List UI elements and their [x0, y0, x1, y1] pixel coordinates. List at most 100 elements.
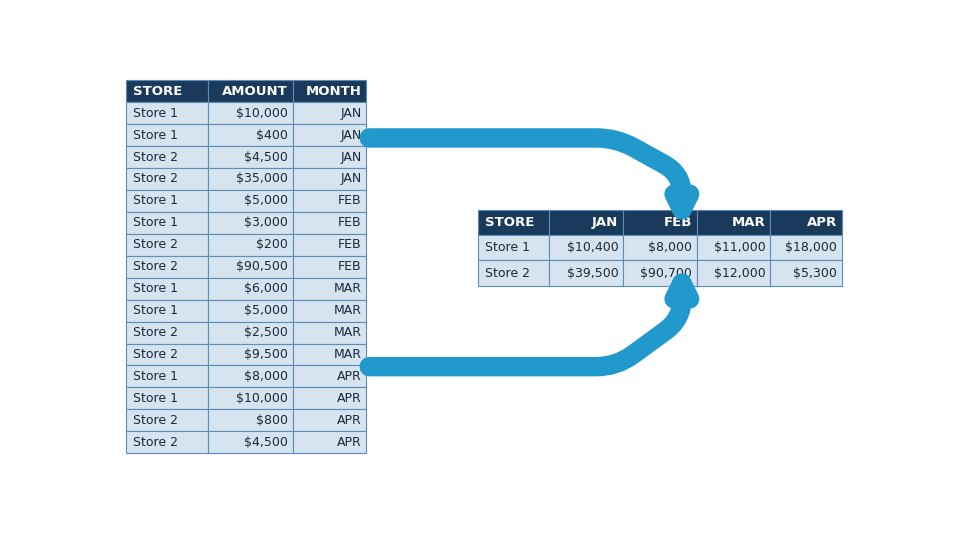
Text: APR: APR: [806, 216, 837, 229]
Bar: [126, 102, 207, 124]
Text: Store 1: Store 1: [133, 282, 179, 295]
Bar: [207, 234, 293, 256]
Text: $5,300: $5,300: [793, 267, 837, 280]
Bar: [293, 102, 367, 124]
Text: Store 2: Store 2: [133, 326, 179, 339]
Bar: [207, 190, 293, 212]
Text: $35,000: $35,000: [236, 172, 288, 185]
Text: Store 1: Store 1: [133, 304, 179, 317]
Bar: [293, 80, 367, 102]
Text: JAN: JAN: [341, 151, 362, 164]
Text: Store 2: Store 2: [133, 151, 179, 164]
Bar: [697, 235, 770, 260]
Bar: [478, 210, 549, 235]
Text: FEB: FEB: [338, 260, 362, 273]
Text: $10,000: $10,000: [236, 106, 288, 120]
Text: $800: $800: [256, 414, 288, 427]
Text: FEB: FEB: [338, 238, 362, 251]
Bar: [770, 235, 842, 260]
Bar: [207, 146, 293, 168]
Bar: [478, 235, 549, 260]
Bar: [207, 80, 293, 102]
Bar: [207, 366, 293, 387]
Bar: [207, 431, 293, 453]
Text: $9,500: $9,500: [244, 348, 288, 361]
Text: Store 1: Store 1: [133, 370, 179, 383]
Bar: [126, 431, 207, 453]
Bar: [207, 387, 293, 409]
Bar: [478, 260, 549, 286]
Text: STORE: STORE: [485, 216, 535, 229]
Bar: [126, 212, 207, 234]
Text: $4,500: $4,500: [244, 436, 288, 449]
Text: Store 1: Store 1: [133, 392, 179, 405]
Text: STORE: STORE: [133, 85, 182, 98]
Bar: [293, 278, 367, 300]
Text: FEB: FEB: [338, 217, 362, 230]
Bar: [293, 387, 367, 409]
Bar: [207, 278, 293, 300]
Text: $6,000: $6,000: [244, 282, 288, 295]
Text: Store 1: Store 1: [485, 241, 530, 254]
Bar: [293, 146, 367, 168]
Bar: [623, 260, 697, 286]
Text: Store 2: Store 2: [133, 348, 179, 361]
Bar: [126, 343, 207, 366]
Text: $8,000: $8,000: [648, 241, 692, 254]
Bar: [126, 234, 207, 256]
Text: AMOUNT: AMOUNT: [223, 85, 288, 98]
Bar: [697, 210, 770, 235]
Text: $4,500: $4,500: [244, 151, 288, 164]
Text: $10,400: $10,400: [566, 241, 618, 254]
Text: Store 1: Store 1: [133, 129, 179, 141]
Bar: [293, 124, 367, 146]
Text: JAN: JAN: [592, 216, 618, 229]
Bar: [207, 256, 293, 278]
Bar: [207, 102, 293, 124]
Bar: [126, 409, 207, 431]
Bar: [207, 300, 293, 322]
Text: $200: $200: [256, 238, 288, 251]
Text: Store 2: Store 2: [485, 267, 530, 280]
Bar: [697, 260, 770, 286]
Text: APR: APR: [337, 436, 362, 449]
Bar: [207, 168, 293, 190]
Text: FEB: FEB: [338, 194, 362, 207]
Text: $2,500: $2,500: [244, 326, 288, 339]
Text: Store 1: Store 1: [133, 106, 179, 120]
Text: MAR: MAR: [334, 326, 362, 339]
Bar: [293, 300, 367, 322]
Text: MONTH: MONTH: [306, 85, 362, 98]
Bar: [207, 124, 293, 146]
Bar: [207, 343, 293, 366]
Text: Store 2: Store 2: [133, 260, 179, 273]
Bar: [623, 210, 697, 235]
Text: JAN: JAN: [341, 172, 362, 185]
Text: $10,000: $10,000: [236, 392, 288, 405]
Text: Store 2: Store 2: [133, 172, 179, 185]
Text: MAR: MAR: [334, 282, 362, 295]
Text: $5,000: $5,000: [244, 194, 288, 207]
Text: APR: APR: [337, 392, 362, 405]
Bar: [623, 235, 697, 260]
Text: Store 1: Store 1: [133, 194, 179, 207]
Bar: [126, 300, 207, 322]
Text: MAR: MAR: [732, 216, 765, 229]
Text: Store 2: Store 2: [133, 238, 179, 251]
Text: FEB: FEB: [663, 216, 692, 229]
Text: Store 2: Store 2: [133, 436, 179, 449]
Text: $3,000: $3,000: [244, 217, 288, 230]
Bar: [293, 409, 367, 431]
Bar: [126, 278, 207, 300]
Bar: [293, 212, 367, 234]
Text: $90,700: $90,700: [640, 267, 692, 280]
Bar: [207, 212, 293, 234]
Bar: [293, 256, 367, 278]
Bar: [126, 80, 207, 102]
Bar: [293, 190, 367, 212]
Bar: [549, 260, 623, 286]
Text: JAN: JAN: [341, 106, 362, 120]
Bar: [126, 366, 207, 387]
Bar: [126, 387, 207, 409]
Bar: [126, 168, 207, 190]
